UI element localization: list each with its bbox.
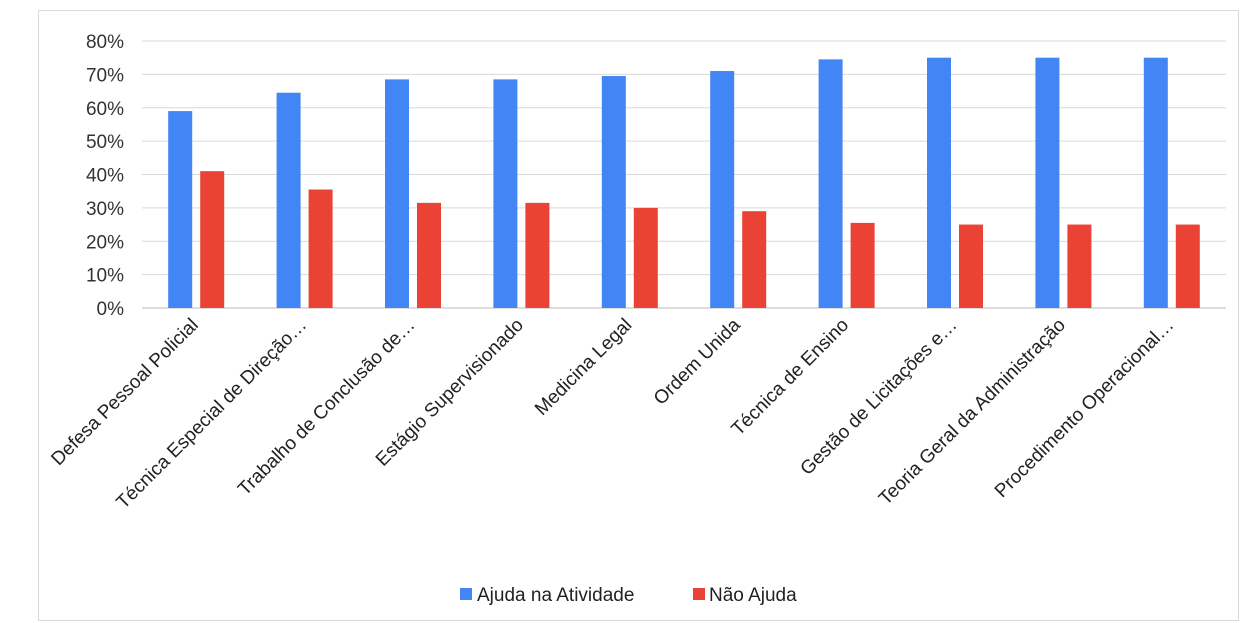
bar-nao-ajuda — [417, 202, 441, 308]
x-tick-label: Procedimento Operacional… — [991, 315, 1178, 502]
y-axis: 0% 10% 20% 30% 40% 50% 60% 70% 80% — [86, 32, 124, 320]
legend: Ajuda na Atividade Não Ajuda — [460, 585, 797, 606]
bar-ajuda — [927, 57, 951, 308]
bars — [168, 57, 1200, 309]
bar-nao-ajuda — [633, 207, 658, 308]
bar-nao-ajuda — [525, 202, 550, 308]
legend-swatch — [460, 588, 472, 600]
bar-nao-ajuda — [1175, 224, 1200, 308]
bar-ajuda — [710, 71, 735, 308]
y-tick-label: 80% — [86, 32, 124, 53]
bar-nao-ajuda — [308, 189, 333, 308]
bar-nao-ajuda — [200, 171, 225, 308]
bar-ajuda — [385, 79, 409, 308]
bar-ajuda — [818, 59, 843, 309]
bar-ajuda — [276, 92, 301, 308]
y-tick-label: 70% — [86, 65, 124, 86]
bar-ajuda — [493, 79, 518, 308]
bar-nao-ajuda — [742, 211, 767, 308]
bar-nao-ajuda — [850, 222, 875, 308]
y-tick-label: 10% — [86, 266, 124, 287]
bar-nao-ajuda — [959, 224, 983, 308]
x-tick-label: Ordem Unida — [650, 314, 745, 409]
bar-nao-ajuda — [1067, 224, 1092, 308]
bar-ajuda — [601, 76, 626, 308]
y-tick-label: 30% — [86, 199, 124, 220]
legend-label: Ajuda na Atividade — [477, 585, 634, 606]
y-tick-label: 0% — [97, 299, 125, 320]
y-tick-label: 40% — [86, 166, 124, 187]
x-tick-label: Trabalho de Conclusão de… — [234, 315, 419, 500]
x-tick-label: Técnica Especial de Direção… — [113, 315, 312, 514]
x-tick-label: Teoria Geral da Administração — [875, 315, 1070, 510]
y-tick-label: 60% — [86, 99, 124, 120]
legend-swatch — [693, 588, 705, 600]
bar-ajuda — [1035, 57, 1060, 308]
x-tick-label: Medicina Legal — [531, 315, 636, 420]
legend-label: Não Ajuda — [709, 585, 797, 606]
y-tick-label: 50% — [86, 132, 124, 153]
bar-ajuda — [168, 111, 193, 309]
bar-ajuda — [1143, 57, 1168, 308]
y-tick-label: 20% — [86, 232, 124, 253]
x-tick-label: Técnica de Ensino — [728, 315, 853, 440]
gridlines — [142, 40, 1226, 309]
